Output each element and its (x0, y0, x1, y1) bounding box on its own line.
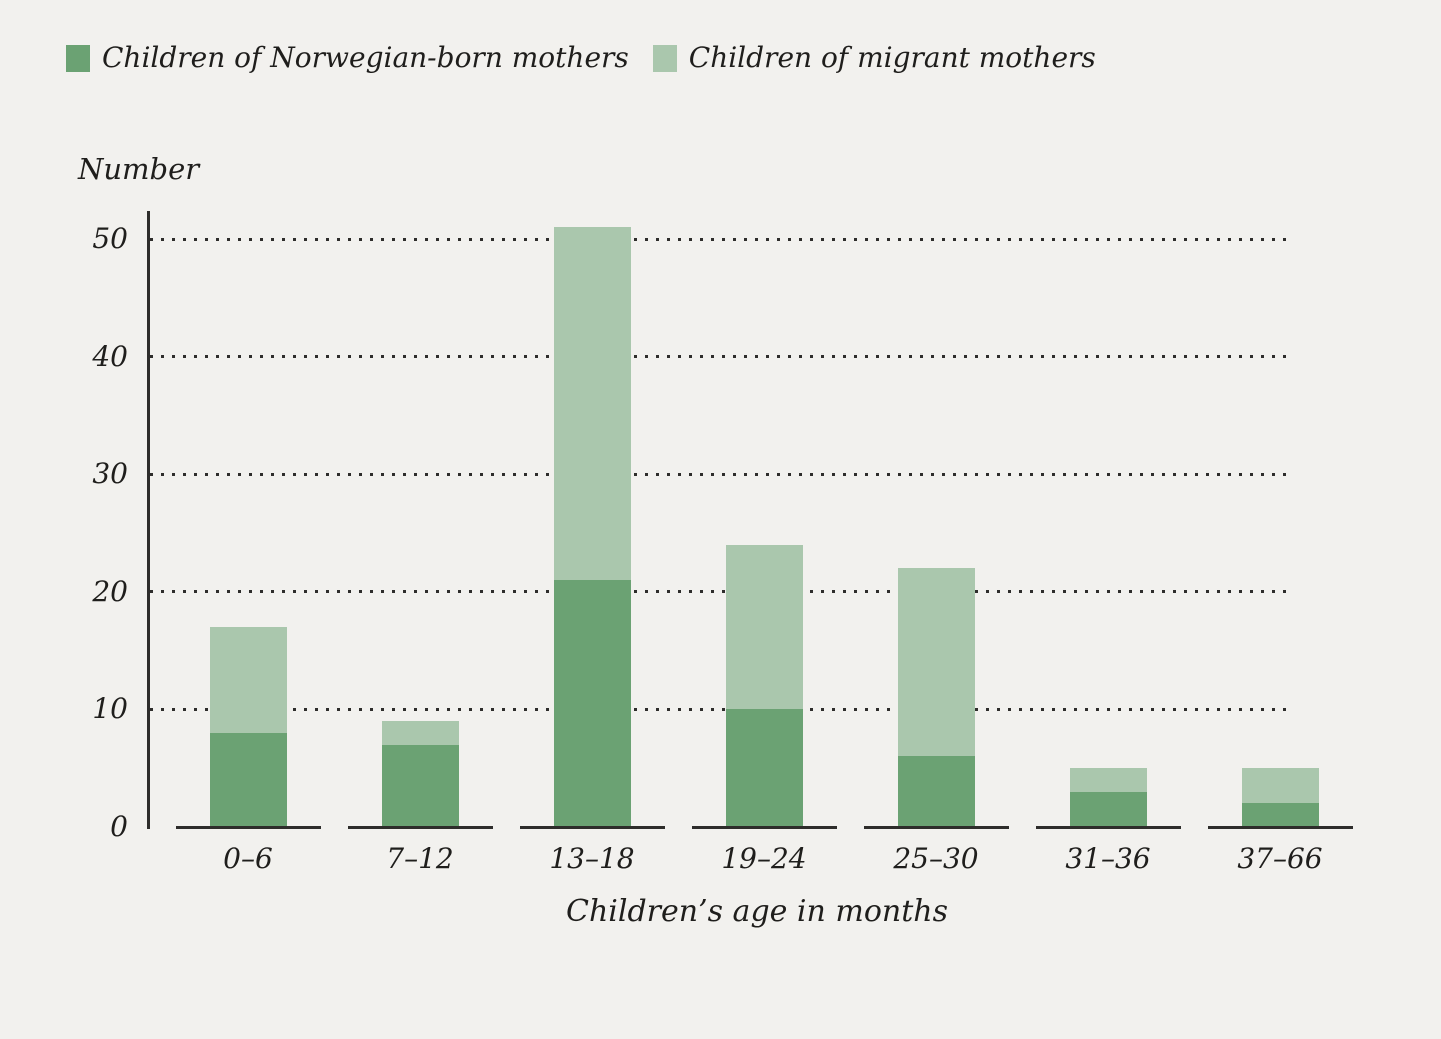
baseline-13–18 (519, 825, 665, 829)
y-tick-20: 20 (92, 574, 128, 608)
legend-swatch-migrant-icon (652, 44, 677, 72)
x-tick-25–30: 25–30 (893, 842, 979, 875)
x-tick-19–24: 19–24 (721, 842, 807, 875)
legend-label-norwegian: Children of Norwegian-born mothers (102, 41, 629, 74)
baseline-0–6 (175, 825, 321, 829)
bar-25–30-norwegian (897, 756, 975, 827)
y-tick-0: 0 (110, 810, 128, 843)
y-axis-title: Number (78, 152, 200, 186)
legend-item-norwegian-mothers: Children of Norwegian-born mothers (66, 44, 629, 72)
gridline-10 (150, 707, 1293, 711)
x-tick-0–6: 0–6 (223, 842, 273, 875)
bar-19–24-migrant (725, 544, 803, 710)
baseline-7–12 (347, 825, 493, 829)
legend-item-migrant-mothers: Children of migrant mothers (652, 41, 1096, 74)
bar-0–6-norwegian (209, 732, 287, 827)
bar-37–66-norwegian (1241, 803, 1319, 827)
bar-7–12-migrant (381, 721, 459, 745)
legend-swatch-norwegian-icon (66, 44, 90, 72)
bar-7–12-norwegian (381, 744, 459, 827)
bar-31–36-norwegian (1069, 791, 1147, 827)
bar-37–66-migrant (1241, 768, 1319, 804)
y-tick-30: 30 (92, 457, 128, 491)
bar-0–6-migrant (209, 627, 287, 733)
x-tick-37–66: 37–66 (1237, 842, 1323, 875)
x-tick-13–18: 13–18 (549, 842, 635, 875)
bar-19–24-norwegian (725, 709, 803, 827)
x-tick-7–12: 7–12 (386, 842, 454, 875)
y-tick-40: 40 (92, 339, 128, 373)
x-tick-31–36: 31–36 (1065, 842, 1151, 875)
baseline-25–30 (863, 825, 1009, 829)
bar-31–36-migrant (1069, 768, 1147, 792)
gridline-30 (150, 472, 1293, 476)
y-axis-line (147, 211, 150, 829)
gridline-20 (150, 590, 1293, 594)
bar-13–18-migrant (553, 227, 631, 581)
chart-legend: Children of Norwegian-born mothers Child… (66, 44, 1096, 72)
gridline-50 (150, 237, 1293, 241)
baseline-31–36 (1035, 825, 1181, 829)
x-axis-title: Children’s age in months (566, 894, 948, 929)
y-tick-10: 10 (92, 692, 128, 726)
bar-13–18-norwegian (553, 580, 631, 827)
y-tick-50: 50 (92, 222, 128, 255)
legend-label-migrant: Children of migrant mothers (688, 41, 1096, 74)
baseline-19–24 (691, 825, 837, 829)
gridline-40 (150, 355, 1293, 359)
bar-25–30-migrant (897, 568, 975, 757)
baseline-37–66 (1207, 825, 1353, 829)
